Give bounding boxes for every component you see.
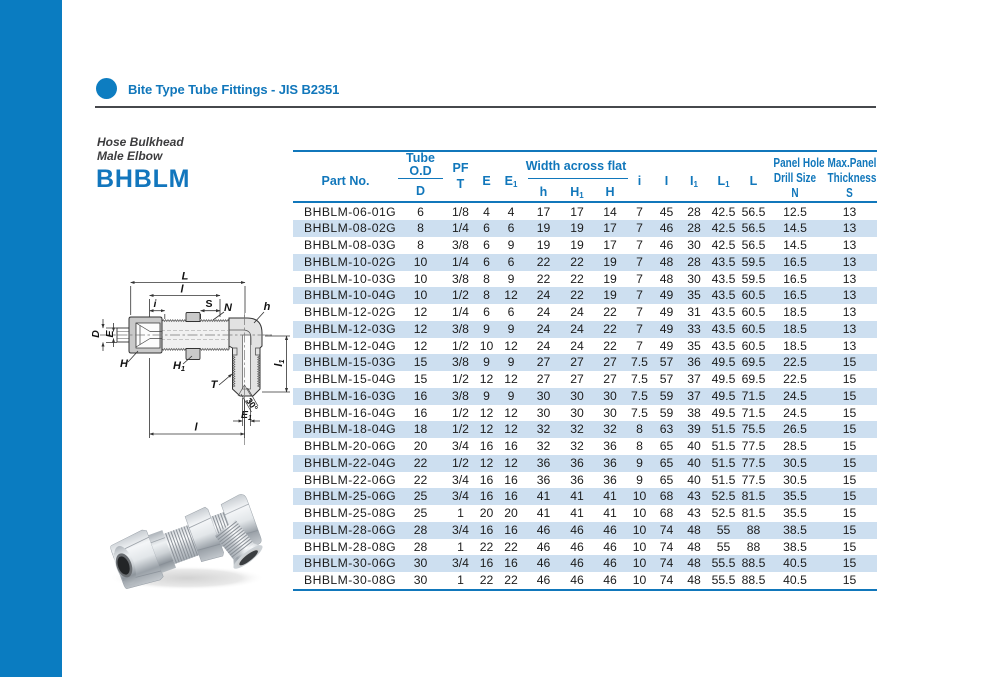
svg-text:l: l: [180, 284, 184, 296]
svg-text:E1: E1: [241, 409, 252, 422]
svg-text:l1: l1: [273, 359, 286, 366]
svg-text:E: E: [104, 330, 116, 338]
svg-text:N: N: [224, 302, 233, 314]
svg-text:T: T: [211, 379, 219, 391]
svg-text:i: i: [154, 298, 158, 310]
svg-text:S: S: [205, 298, 212, 310]
svg-text:H1: H1: [173, 360, 185, 373]
svg-text:H: H: [120, 358, 129, 370]
svg-text:l: l: [194, 422, 198, 434]
svg-text:h: h: [264, 301, 271, 313]
svg-text:L: L: [182, 271, 189, 283]
svg-text:D: D: [92, 330, 102, 338]
